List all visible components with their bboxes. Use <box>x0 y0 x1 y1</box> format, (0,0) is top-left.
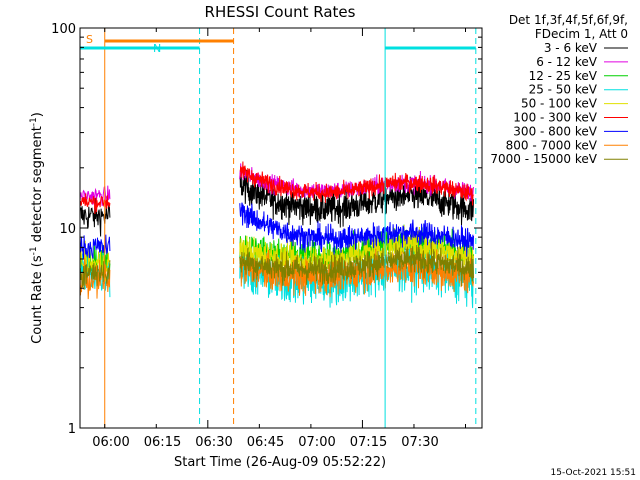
legend-header-line2: FDecim 1, Att 0 <box>535 27 628 41</box>
footer-timestamp: 15-Oct-2021 15:51 <box>551 468 636 478</box>
legend-label-1: 6 - 12 keV <box>536 55 598 69</box>
data-traces <box>79 161 474 309</box>
night-flag-label: N <box>153 42 161 55</box>
legend-label-7: 800 - 7000 keV <box>506 138 598 152</box>
attenuator-flag-label: S <box>86 33 93 46</box>
xtick-label-0630: 06:30 <box>195 435 232 450</box>
legend-label-3: 25 - 50 keV <box>529 83 598 97</box>
axes <box>80 27 482 429</box>
ytick-label-1: 1 <box>68 422 76 437</box>
xtick-label-0615: 06:15 <box>144 435 181 450</box>
xtick-label-0600: 06:00 <box>92 435 129 450</box>
xtick-label-0645: 06:45 <box>247 435 284 450</box>
chart-title: RHESSI Count Rates <box>205 3 356 21</box>
legend-label-5: 100 - 300 keV <box>513 111 597 125</box>
ytick-label-10: 10 <box>59 222 76 237</box>
legend-label-8: 7000 - 15000 keV <box>490 152 597 166</box>
y-axis-label: Count Rate (s-1 detector segment-1) <box>29 112 45 344</box>
legend-label-4: 50 - 100 keV <box>521 97 598 111</box>
legend: Det 1f,3f,4f,5f,6f,9f, FDecim 1, Att 0 3… <box>490 13 628 166</box>
xtick-label-0730: 07:30 <box>401 435 438 450</box>
ytick-label-100: 100 <box>51 22 76 37</box>
legend-label-2: 12 - 25 keV <box>529 69 598 83</box>
x-axis-label: Start Time (26-Aug-09 05:52:22) <box>174 455 386 470</box>
xtick-label-0700: 07:00 <box>298 435 335 450</box>
legend-label-0: 3 - 6 keV <box>544 41 598 55</box>
legend-label-6: 300 - 800 keV <box>513 124 597 138</box>
xtick-label-0715: 07:15 <box>350 435 387 450</box>
legend-header-line1: Det 1f,3f,4f,5f,6f,9f, <box>509 13 628 27</box>
